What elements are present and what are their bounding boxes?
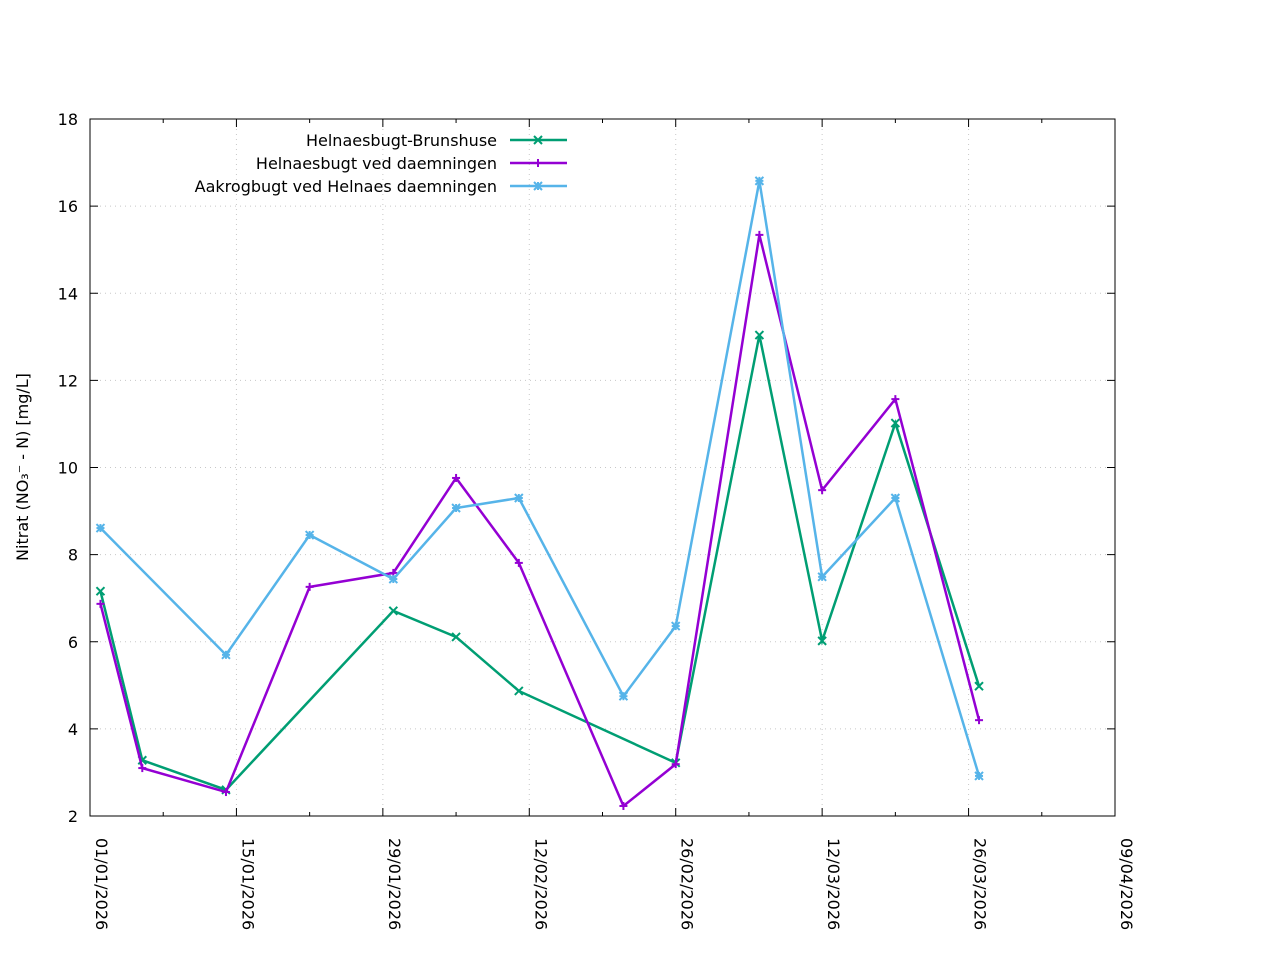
y-tick-label: 16: [58, 197, 78, 216]
data-point: [514, 686, 524, 696]
y-tick-label: 14: [58, 284, 78, 303]
y-tick-label: 10: [58, 459, 78, 478]
y-tick-label: 12: [58, 371, 78, 390]
data-point: [754, 330, 765, 340]
y-tick-label: 6: [68, 633, 78, 652]
series-layer: [95, 176, 984, 810]
data-point: [95, 586, 106, 596]
series-line: [99, 234, 981, 808]
data-point: [890, 418, 901, 428]
series-0: [95, 330, 984, 795]
data-point: [533, 135, 543, 145]
data-point: [137, 755, 148, 765]
series-2: [95, 176, 984, 781]
x-tick-label: 29/01/2026: [385, 838, 404, 930]
series-1: [96, 230, 984, 810]
x-tick-label: 15/01/2026: [238, 838, 257, 930]
legend-label: Helnaesbugt-Brunshuse: [306, 131, 497, 150]
x-tick-label: 01/01/2026: [92, 838, 111, 930]
legend-label: Aakrogbugt ved Helnaes daemningen: [195, 177, 497, 196]
legend-label: Helnaesbugt ved daemningen: [256, 154, 497, 173]
y-axis-label: Nitrat (NO₃⁻ - N) [mg/L]: [13, 373, 32, 561]
series-line: [99, 180, 981, 777]
x-tick-label: 09/04/2026: [1117, 838, 1136, 930]
data-point: [388, 606, 399, 616]
y-tick-label: 2: [68, 807, 78, 826]
y-tick-label: 8: [68, 546, 78, 565]
grid: [90, 119, 1115, 816]
x-tick-label: 26/03/2026: [971, 838, 990, 930]
y-tick-label: 4: [68, 720, 78, 739]
x-tick-label: 12/03/2026: [824, 838, 843, 930]
plot-frame: [89, 118, 1116, 817]
y-tick-label: 18: [58, 110, 78, 129]
x-tick-label: 26/02/2026: [678, 838, 697, 930]
data-point: [817, 636, 827, 646]
data-point: [451, 632, 461, 642]
series-line: [99, 334, 981, 792]
legend: Helnaesbugt-Brunshuse Helnaesbugt ved dae…: [195, 131, 567, 196]
data-point: [974, 681, 984, 691]
axes: 2 4 6 8 10 12 14 16 18 01/01/2026 15/01/2026 29/01/…: [58, 110, 1136, 930]
x-tick-label: 12/02/2026: [531, 838, 550, 930]
